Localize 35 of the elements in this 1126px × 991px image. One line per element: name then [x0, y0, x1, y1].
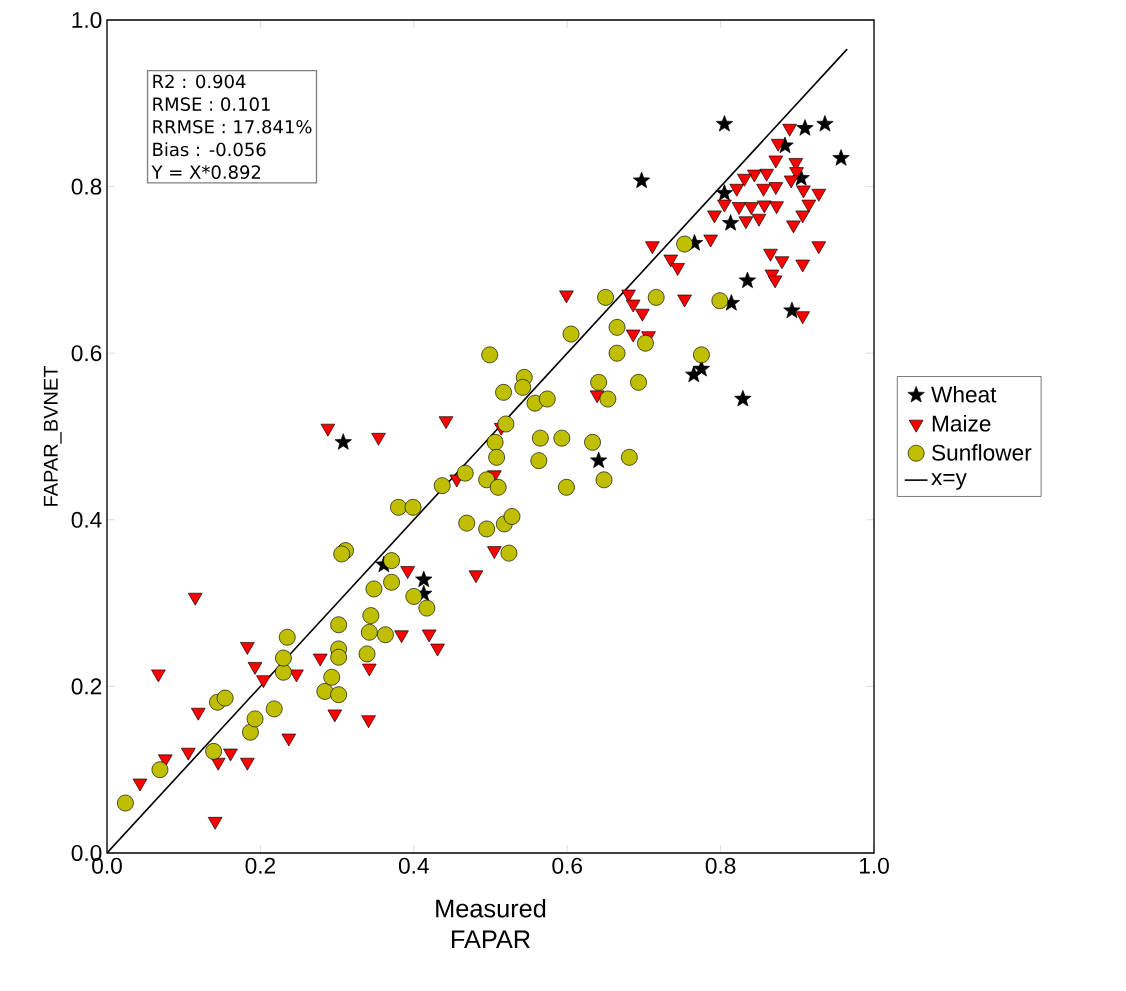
x-tick-label: 0.2 [245, 857, 276, 874]
point [415, 570, 433, 588]
point [633, 171, 651, 189]
x-axis-title: Measured FAPAR [436, 898, 546, 948]
point [334, 433, 352, 450]
legend-label: x=y [931, 473, 967, 490]
y-tick-label: 0.2 [71, 678, 102, 695]
annotation: RRMSE : 17.841% [153, 119, 312, 134]
point [816, 115, 834, 132]
point [734, 390, 752, 407]
legend-label: Maize [932, 414, 991, 432]
y-tick-label: 1.0 [72, 11, 102, 29]
x-tick-label: 1.0 [859, 857, 889, 874]
point [715, 115, 734, 132]
x-tick-label: 0.4 [398, 857, 429, 874]
point [796, 119, 814, 136]
y-axis-title: FAPAR_BVNET [43, 366, 62, 506]
point [692, 360, 711, 377]
y-tick-label: 0.4 [71, 511, 102, 528]
y-tick-label: 0.6 [71, 345, 102, 362]
legend-label: Sunflower [932, 444, 1032, 461]
legend-label: Wheat [931, 385, 997, 403]
annotation: Bias : -0.056 [153, 142, 266, 157]
point [715, 184, 734, 201]
x-tick-label: 0.6 [552, 857, 582, 874]
annotation: R2 : 0.904 [153, 74, 246, 89]
point [722, 214, 740, 231]
annotation: Y = X*0.892 [151, 165, 261, 179]
y-tick-label: 0.8 [71, 178, 102, 195]
annotation: RMSE : 0.101 [153, 97, 270, 111]
point [832, 149, 850, 166]
point [738, 271, 757, 289]
point [783, 301, 801, 319]
x-tick-label: 0.8 [705, 857, 736, 874]
point [590, 451, 608, 468]
